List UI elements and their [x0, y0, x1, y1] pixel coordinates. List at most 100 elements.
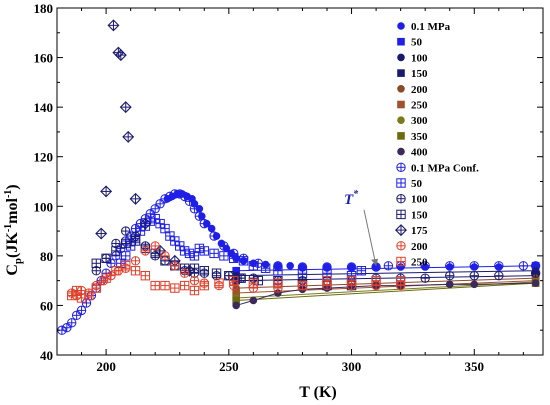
- data-point-s15-9: [140, 270, 151, 281]
- data-point-s14-11: [150, 241, 160, 251]
- data-point-s13-7: [129, 192, 142, 205]
- data-point-s15-0: [67, 290, 77, 301]
- data-point-s9-45: [494, 261, 504, 271]
- data-point-s11-24: [469, 270, 479, 281]
- data-point-s14-10: [140, 246, 151, 256]
- data-point-s15-14: [189, 285, 200, 296]
- data-point-s9-44: [469, 261, 479, 271]
- data-point-s12-1: [101, 253, 111, 264]
- data-point-s9-29: [199, 218, 209, 229]
- data-point-s12-3: [121, 238, 131, 249]
- data-point-s12-0: [91, 258, 101, 268]
- legend-marker-10: [396, 178, 406, 188]
- data-point-s10-21: [238, 256, 249, 266]
- data-point-s0-20: [286, 261, 294, 270]
- legend-label-1: 50: [411, 37, 423, 49]
- legend-label-15: 250: [411, 257, 428, 269]
- legend-label-7: 350: [411, 131, 428, 143]
- legend-marker-6: [397, 116, 405, 124]
- data-point-s15-19: [273, 278, 283, 288]
- y-axis-title-close: ): [4, 184, 21, 189]
- series-line-2: [236, 270, 536, 277]
- data-point-s9-28: [194, 211, 205, 221]
- series-line-5: [236, 280, 536, 294]
- data-point-s9-4: [76, 305, 87, 316]
- legend-label-14: 200: [411, 241, 428, 253]
- data-point-s9-46: [518, 261, 529, 271]
- legend-marker-5: [397, 100, 405, 109]
- data-point-s14-6: [106, 270, 116, 281]
- data-point-s9-1: [62, 323, 72, 333]
- data-point-s9-40: [383, 261, 394, 271]
- y-axis-title-main: C: [4, 264, 21, 276]
- data-point-s15-18: [248, 278, 259, 288]
- data-point-s10-18: [209, 248, 219, 259]
- x-tick-label-300: 300: [342, 359, 362, 374]
- legend-label-5: 250: [411, 100, 428, 112]
- data-point-s10-10: [165, 231, 175, 241]
- data-point-s15-17: [229, 275, 239, 286]
- legend-marker-8: [397, 147, 405, 156]
- legend-marker-7: [397, 132, 405, 140]
- legend-marker-2: [397, 53, 405, 62]
- data-point-s10-8: [155, 218, 165, 229]
- data-point-s11-23: [445, 270, 455, 281]
- data-point-s10-22: [248, 261, 259, 271]
- data-point-s15-3: [84, 290, 94, 301]
- y-tick-label-40: 40: [40, 348, 53, 363]
- data-point-s9-20: [155, 199, 165, 209]
- data-point-s12-2: [111, 246, 121, 256]
- data-point-s15-10: [150, 280, 160, 291]
- annotation-t: T: [344, 192, 354, 208]
- y-tick-label-60: 60: [40, 298, 53, 313]
- data-point-s14-13: [170, 261, 180, 271]
- legend-label-2: 100: [411, 52, 428, 64]
- annotation-t-star: T*: [344, 189, 359, 208]
- legend-marker-14: [396, 241, 406, 251]
- data-point-s15-11: [160, 280, 170, 291]
- data-point-s11-3: [121, 226, 131, 236]
- data-point-s9-42: [420, 261, 430, 271]
- data-point-s10-23: [260, 263, 271, 273]
- series-line-3: [236, 275, 536, 282]
- data-point-s13-1: [100, 185, 113, 198]
- y-axis-title-sup-a: -1: [3, 224, 14, 232]
- data-point-s0-10: [207, 224, 216, 233]
- data-point-s13-5: [119, 101, 132, 114]
- data-point-s10-20: [229, 253, 239, 264]
- data-point-s14-9: [130, 256, 141, 266]
- legend-label-10: 50: [411, 178, 423, 190]
- data-point-s13-4: [114, 49, 127, 62]
- data-point-s8-0: [232, 301, 240, 310]
- data-point-s12-12: [211, 268, 222, 278]
- legend-marker-12: [396, 209, 406, 220]
- data-point-s9-25: [179, 191, 190, 202]
- data-point-s9-26: [184, 196, 195, 207]
- data-point-s15-21: [322, 275, 332, 286]
- data-point-s13-9: [154, 244, 167, 257]
- data-point-s15-7: [121, 261, 131, 271]
- data-point-s10-7: [150, 213, 160, 224]
- data-point-s8-9: [470, 280, 479, 289]
- y-axis-title: Cp(JK-1mol-1): [3, 184, 24, 275]
- plot-area: [57, 19, 541, 335]
- data-point-s9-12: [116, 243, 126, 254]
- data-point-s9-2: [67, 318, 77, 328]
- data-point-s10-17: [199, 246, 209, 256]
- data-point-s9-43: [445, 261, 455, 271]
- data-point-s15-15: [199, 280, 209, 291]
- legend-label-9: 0.1 MPa Conf.: [411, 162, 479, 174]
- annotation-arrow-line: [363, 209, 377, 266]
- x-tick-label-350: 350: [465, 359, 485, 374]
- data-point-s9-22: [165, 191, 175, 202]
- data-point-s15-24: [395, 275, 406, 286]
- data-point-s9-34: [253, 258, 263, 268]
- data-point-s9-30: [209, 231, 219, 241]
- y-axis-title-unit-a: (JK: [4, 232, 21, 258]
- data-point-s8-10: [531, 279, 540, 287]
- series-15: [67, 261, 406, 303]
- data-point-s11-22: [420, 273, 430, 283]
- legend-marker-3: [397, 69, 405, 77]
- legend-marker-9: [396, 162, 406, 173]
